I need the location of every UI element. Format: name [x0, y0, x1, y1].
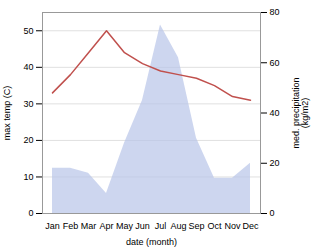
- svg-text:30: 30: [23, 99, 33, 109]
- svg-text:Feb: Feb: [63, 221, 79, 231]
- svg-text:50: 50: [23, 26, 33, 36]
- svg-text:60: 60: [270, 58, 280, 68]
- svg-text:20: 20: [23, 135, 33, 145]
- svg-text:0: 0: [270, 208, 275, 218]
- svg-text:med. precipitation(kg/m2): med. precipitation(kg/m2): [291, 77, 310, 148]
- svg-text:Nov: Nov: [224, 221, 241, 231]
- svg-text:date (month): date (month): [126, 237, 177, 247]
- svg-text:Jun: Jun: [135, 221, 150, 231]
- svg-text:20: 20: [270, 158, 280, 168]
- svg-text:Sep: Sep: [188, 221, 204, 231]
- svg-text:80: 80: [270, 7, 280, 17]
- svg-text:Jan: Jan: [45, 221, 60, 231]
- svg-text:Dec: Dec: [242, 221, 259, 231]
- svg-text:Aug: Aug: [170, 221, 186, 231]
- svg-text:40: 40: [270, 108, 280, 118]
- svg-text:May: May: [116, 221, 134, 231]
- svg-text:40: 40: [23, 62, 33, 72]
- svg-text:max temp (C): max temp (C): [2, 86, 12, 141]
- svg-text:0: 0: [28, 208, 33, 218]
- svg-text:10: 10: [23, 172, 33, 182]
- svg-text:Oct: Oct: [207, 221, 222, 231]
- svg-text:Apr: Apr: [99, 221, 113, 231]
- svg-text:Mar: Mar: [81, 221, 97, 231]
- svg-text:Jul: Jul: [155, 221, 167, 231]
